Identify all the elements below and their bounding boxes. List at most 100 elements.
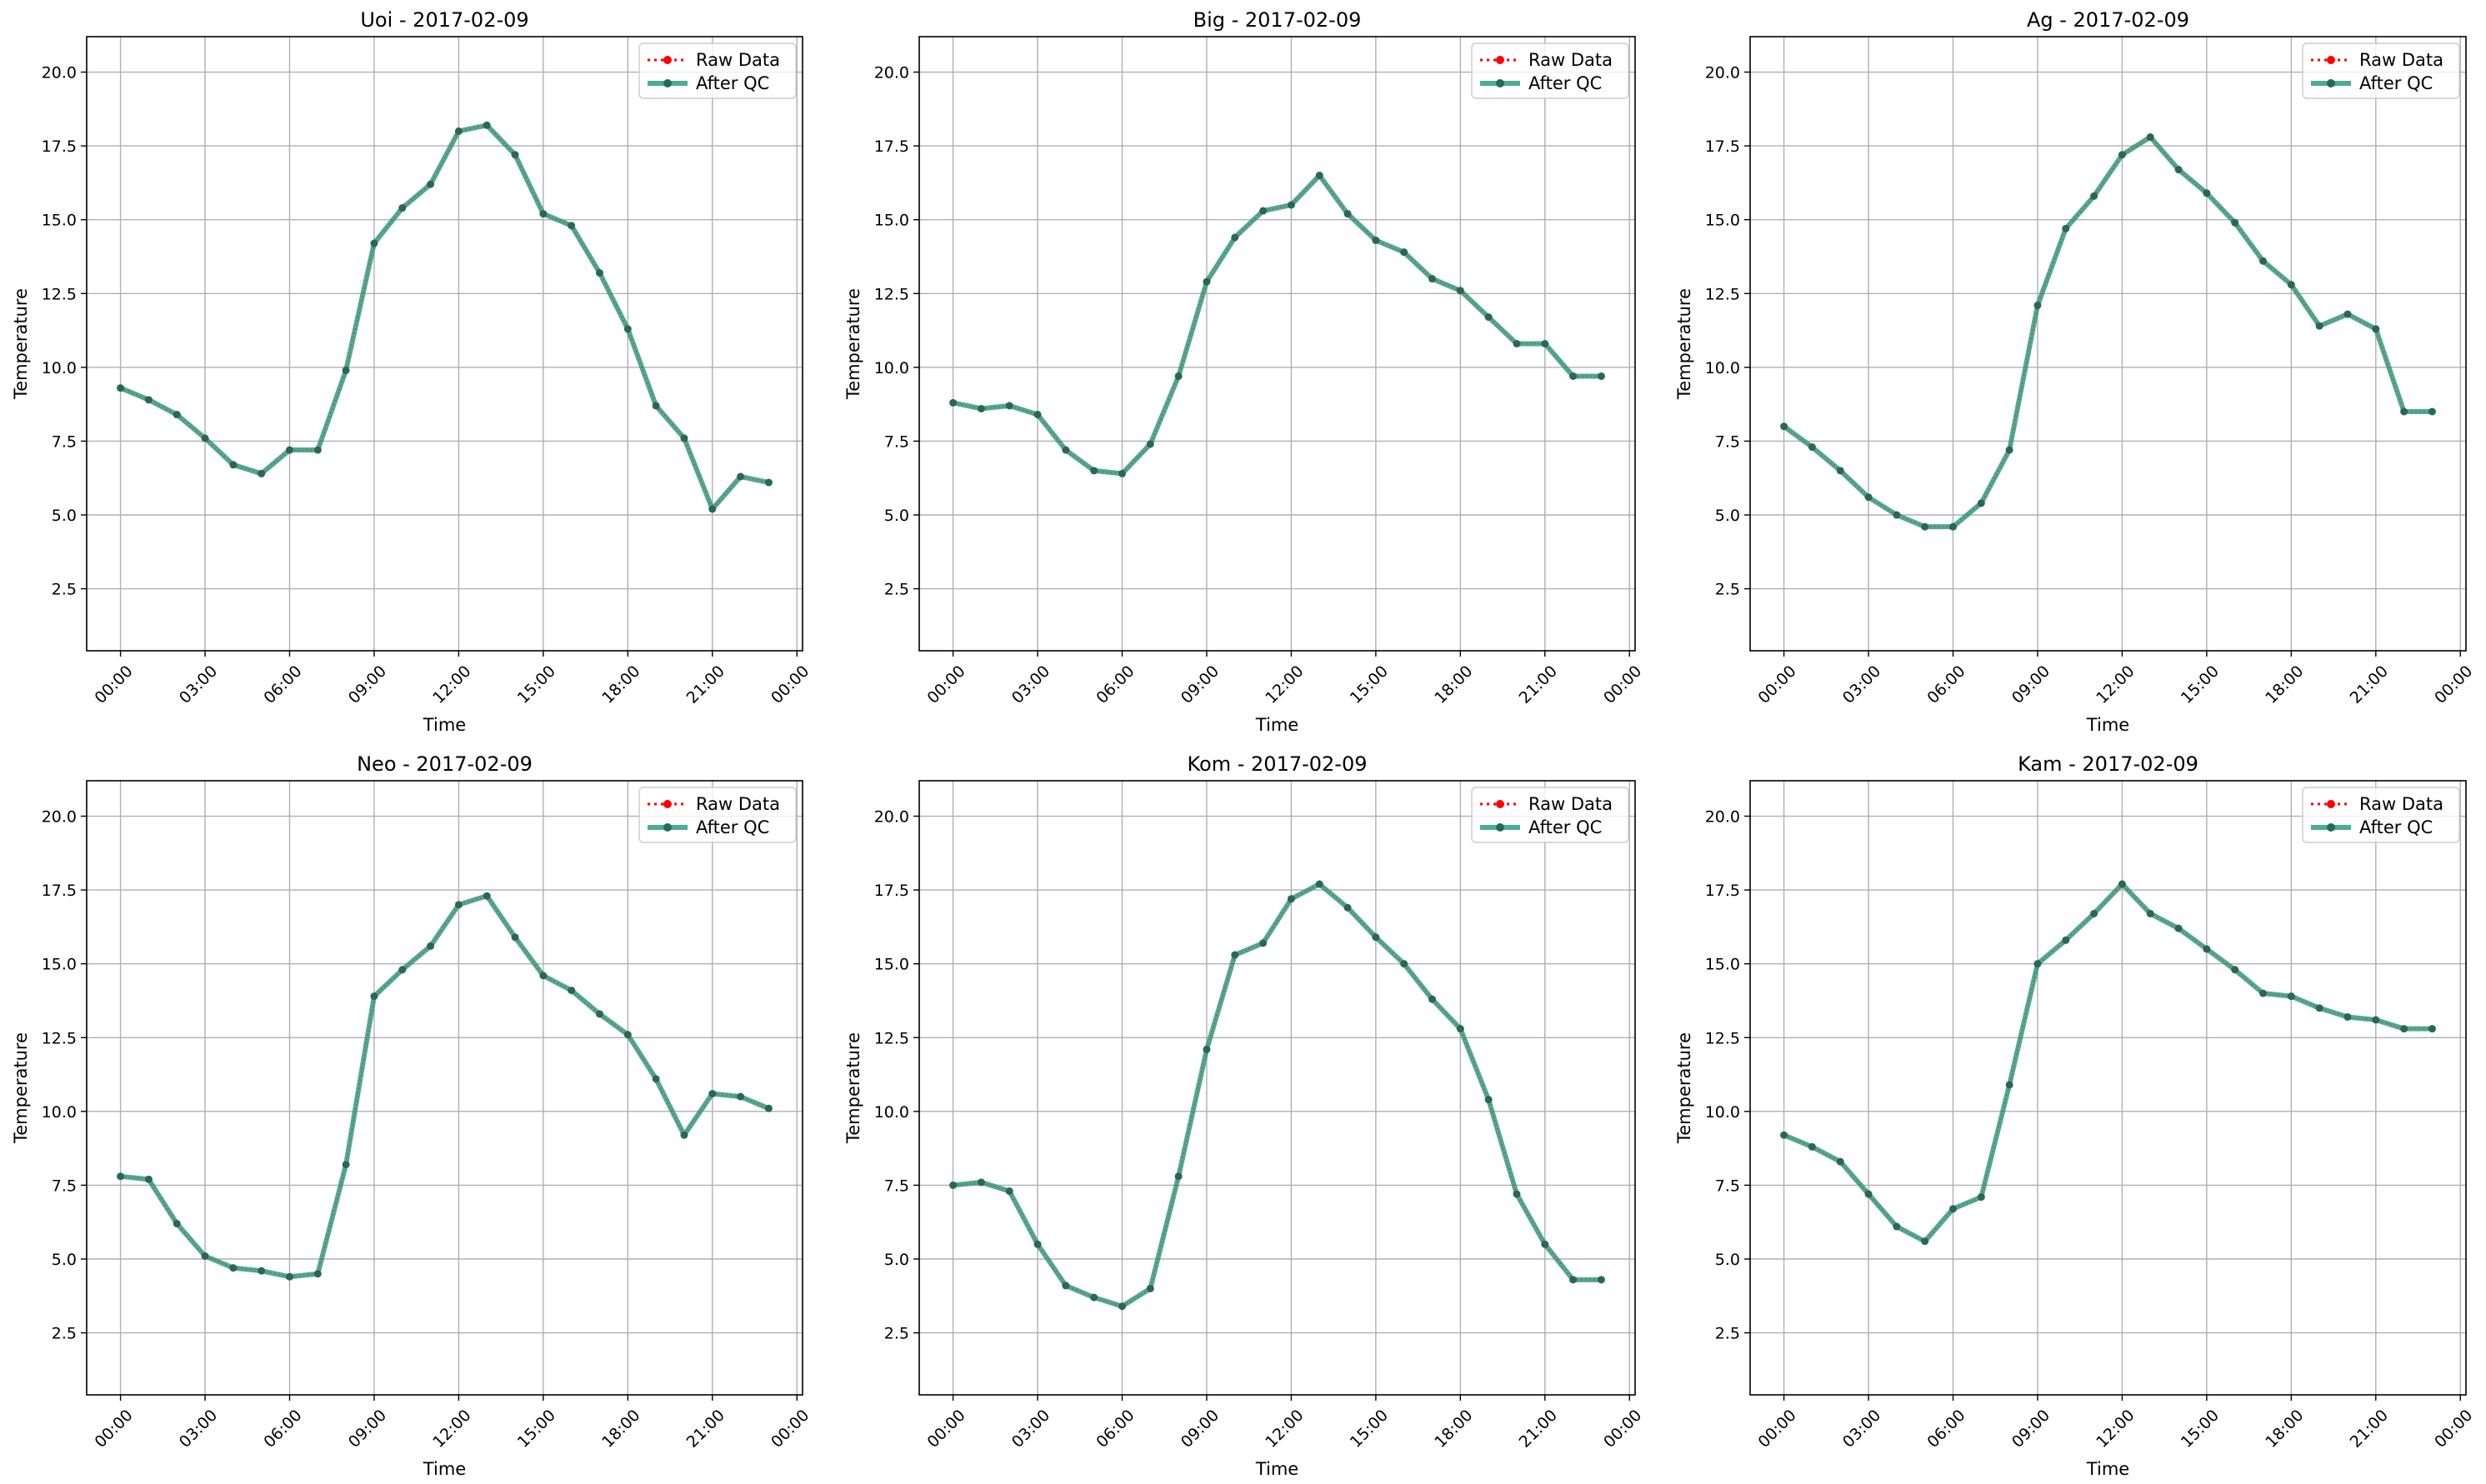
y-tick-label: 20.0 bbox=[42, 64, 77, 82]
qc-point bbox=[1808, 1142, 1816, 1151]
x-tick-label: 00:00 bbox=[923, 662, 968, 707]
legend: Raw Data After QC bbox=[1471, 42, 1629, 99]
y-tick-label: 20.0 bbox=[874, 64, 909, 82]
y-tick-label: 12.5 bbox=[42, 285, 77, 303]
legend-qc-marker bbox=[2327, 79, 2335, 87]
qc-point bbox=[483, 121, 491, 129]
y-tick-label: 7.5 bbox=[52, 1177, 77, 1195]
x-tick-label: 21:00 bbox=[1516, 662, 1561, 707]
qc-point bbox=[539, 210, 548, 218]
subplot-kam: 2.5 5.0 7.5 10.0 12.5 15.0 17.5 20.0 00:00 03:00 0… bbox=[1674, 752, 2476, 1479]
qc-point bbox=[1836, 1157, 1844, 1166]
qc-point bbox=[2062, 224, 2070, 232]
qc-point bbox=[2118, 880, 2126, 888]
y-tick-label: 2.5 bbox=[884, 581, 909, 599]
legend-qc-label: After QC bbox=[696, 817, 769, 837]
qc-point bbox=[1343, 903, 1352, 912]
legend-raw-marker bbox=[2327, 800, 2335, 808]
x-tick-label: 18:00 bbox=[1431, 662, 1476, 707]
chart-title: Big - 2017-02-09 bbox=[1193, 8, 1362, 32]
qc-point bbox=[1893, 511, 1901, 519]
x-tick-label: 21:00 bbox=[683, 662, 728, 707]
qc-point bbox=[1921, 1237, 1929, 1246]
qc-point bbox=[454, 127, 463, 135]
qc-point bbox=[1456, 1025, 1464, 1033]
qc-point bbox=[2259, 989, 2268, 997]
qc-point bbox=[1372, 236, 1380, 244]
series-line-after-qc bbox=[1782, 134, 2433, 530]
x-tick-label: 21:00 bbox=[2347, 1407, 2392, 1452]
x-tick-label: 15:00 bbox=[1347, 662, 1392, 707]
x-tick-label: 15:00 bbox=[514, 1407, 559, 1452]
qc-point bbox=[144, 1175, 153, 1183]
qc-point bbox=[1146, 440, 1154, 448]
y-axis-label: Temperature bbox=[843, 288, 863, 400]
series-line-after-qc bbox=[952, 172, 1602, 477]
y-tick-label: 10.0 bbox=[1705, 1103, 1740, 1122]
x-tick-label: 12:00 bbox=[1262, 662, 1307, 707]
y-tick-label: 12.5 bbox=[1705, 1029, 1740, 1047]
qc-point bbox=[1921, 522, 1929, 531]
qc-point bbox=[1062, 446, 1070, 454]
qc-point bbox=[568, 987, 576, 995]
qc-point bbox=[623, 1031, 632, 1039]
qc-point bbox=[1287, 201, 1295, 209]
y-tick-label: 15.0 bbox=[1705, 956, 1740, 974]
y-axis-label: Temperature bbox=[843, 1032, 863, 1144]
series-line-after-qc bbox=[953, 882, 1602, 1309]
qc-point bbox=[117, 1172, 125, 1181]
x-tick-label: 15:00 bbox=[1347, 1407, 1392, 1452]
subplot-uoi: 2.5 5.0 7.5 10.0 12.5 15.0 17.5 20.0 00:00 03:00 0… bbox=[11, 8, 813, 735]
qc-point bbox=[708, 505, 717, 513]
qc-point bbox=[2174, 924, 2183, 932]
y-tick-label: 12.5 bbox=[874, 285, 909, 303]
legend: Raw Data After QC bbox=[638, 787, 797, 843]
x-tick-label: 00:00 bbox=[91, 1407, 136, 1452]
x-tick-label: 09:00 bbox=[1178, 1407, 1223, 1452]
qc-point bbox=[2005, 446, 2013, 454]
qc-point bbox=[2372, 1016, 2380, 1024]
y-tick-label: 17.5 bbox=[42, 882, 77, 900]
qc-point bbox=[2033, 301, 2042, 309]
x-tick-label: 18:00 bbox=[2262, 662, 2307, 707]
x-tick-label: 03:00 bbox=[1008, 1407, 1053, 1452]
chart-title: Ag - 2017-02-09 bbox=[2027, 8, 2189, 32]
qc-point bbox=[2062, 936, 2070, 944]
y-tick-label: 5.0 bbox=[52, 507, 77, 525]
qc-point bbox=[2174, 165, 2183, 173]
legend-raw-marker bbox=[663, 800, 672, 808]
y-tick-label: 15.0 bbox=[1705, 212, 1740, 230]
qc-point bbox=[1808, 443, 1816, 452]
qc-point bbox=[427, 180, 435, 188]
y-tick-label: 10.0 bbox=[42, 359, 77, 377]
qc-point bbox=[652, 1075, 660, 1083]
y-axis-label: Temperature bbox=[1674, 288, 1694, 400]
qc-point bbox=[1090, 1293, 1098, 1302]
qc-point bbox=[680, 1131, 688, 1139]
legend-qc-label: After QC bbox=[2359, 73, 2433, 93]
qc-point bbox=[2400, 1025, 2408, 1033]
y-axis-label: Temperature bbox=[11, 288, 31, 400]
x-tick-label: 03:00 bbox=[1839, 662, 1884, 707]
qc-point bbox=[2203, 189, 2211, 197]
qc-point bbox=[2315, 1004, 2323, 1012]
x-tick-label: 09:00 bbox=[2008, 1407, 2053, 1452]
subplot-big: 2.5 5.0 7.5 10.0 12.5 15.0 17.5 20.0 00:00 03:00 0… bbox=[843, 8, 1645, 735]
y-tick-label: 5.0 bbox=[52, 1251, 77, 1269]
qc-point bbox=[2146, 132, 2154, 141]
y-tick-label: 5.0 bbox=[884, 507, 909, 525]
qc-point bbox=[2231, 218, 2239, 227]
qc-point bbox=[764, 1104, 773, 1112]
y-tick-label: 2.5 bbox=[884, 1325, 909, 1343]
x-tick-label: 00:00 bbox=[1754, 1407, 1799, 1452]
x-tick-label: 03:00 bbox=[1839, 1407, 1884, 1452]
qc-point bbox=[1372, 933, 1380, 942]
y-tick-label: 15.0 bbox=[874, 956, 909, 974]
qc-point bbox=[2287, 281, 2295, 289]
qc-point bbox=[1836, 467, 1844, 475]
qc-point bbox=[1780, 1131, 1788, 1139]
x-tick-label: 21:00 bbox=[2347, 662, 2392, 707]
x-axis-label: Time bbox=[2086, 1459, 2129, 1479]
qc-point bbox=[2343, 310, 2352, 318]
qc-point bbox=[1231, 951, 1239, 959]
